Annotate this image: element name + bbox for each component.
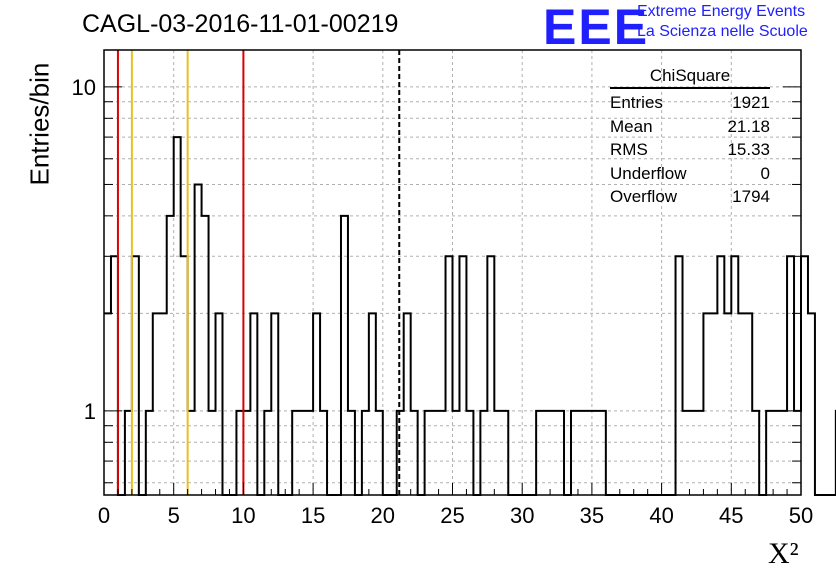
stats-label: Overflow (610, 187, 678, 206)
histogram-bin (104, 313, 111, 495)
x-tick-label: 30 (510, 503, 534, 528)
histogram-bin (132, 256, 139, 495)
histogram-bin (724, 313, 731, 495)
histogram-bin (787, 256, 794, 495)
stats-row: RMS 15.33 (610, 138, 770, 162)
x-tick-label: 0 (98, 503, 110, 528)
histogram-bin (341, 216, 348, 495)
stats-label: Entries (610, 93, 663, 112)
logo-line-2: La Scienza nelle Scuole (637, 23, 808, 40)
stats-title: ChiSquare (610, 66, 770, 89)
histogram-bin (111, 256, 118, 495)
histogram-bin (160, 313, 167, 495)
histogram-bin (369, 313, 376, 495)
stats-label: Mean (610, 116, 653, 136)
stats-label: Underflow (610, 163, 687, 183)
histogram-bin (801, 256, 808, 495)
histogram-bin (745, 313, 752, 495)
chart-title: CAGL-03-2016-11-01-00219 (82, 10, 399, 38)
stats-value: 15.33 (727, 140, 770, 159)
stats-label: RMS (610, 140, 648, 159)
stats-value: 1921 (732, 93, 770, 112)
histogram-bin (710, 313, 717, 495)
stats-box: ChiSquare Entries 1921 Mean 21.18 RMS 15… (610, 66, 770, 209)
histogram-bin (487, 256, 494, 495)
x-tick-label: 5 (168, 503, 180, 528)
histogram-bin (271, 313, 278, 495)
histogram-bin (731, 256, 738, 495)
x-tick-label: 45 (719, 503, 743, 528)
x-tick-label: 25 (440, 503, 464, 528)
x-axis-label: X² (768, 537, 799, 570)
histogram-bin (250, 313, 257, 495)
eee-logo: EEE (543, 0, 650, 55)
stats-value: 21.18 (727, 116, 770, 136)
histogram-bin (676, 256, 683, 495)
stats-row: Entries 1921 (610, 91, 770, 115)
histogram-bin (216, 313, 223, 495)
histogram-bin (313, 313, 320, 495)
histogram-bin (174, 137, 181, 495)
histogram-bin (738, 313, 745, 495)
stats-value: 0 (760, 163, 770, 183)
stats-row: Underflow 0 (610, 162, 770, 186)
x-tick-label: 50 (789, 503, 813, 528)
histogram-bin (808, 313, 815, 495)
axis-ticks: 0 5 10 15 20 25 30 35 40 45 50 1 10 (72, 75, 814, 528)
x-tick-label: 20 (371, 503, 395, 528)
histogram-bin (195, 184, 202, 495)
histogram-bin (202, 216, 209, 495)
histogram-bin (404, 313, 411, 495)
x-tick-label: 40 (649, 503, 673, 528)
marker-lines (116, 50, 401, 495)
histogram-bin (181, 256, 188, 495)
stats-row: Overflow 1794 (610, 185, 770, 209)
stats-value: 1794 (732, 187, 770, 206)
x-tick-label: 35 (580, 503, 604, 528)
histogram-bin (703, 313, 710, 495)
y-tick-label: 1 (84, 399, 96, 424)
stats-row: Mean 21.18 (610, 115, 770, 139)
x-tick-label: 10 (231, 503, 255, 528)
histogram-bin (446, 256, 453, 495)
histogram-bin (167, 216, 174, 495)
histogram-bin (717, 256, 724, 495)
histogram-bin (153, 313, 160, 495)
logo-line-1: Extreme Energy Events (637, 3, 806, 20)
y-tick-label: 10 (72, 75, 96, 100)
x-tick-label: 15 (301, 503, 325, 528)
histogram-bin (459, 256, 466, 495)
